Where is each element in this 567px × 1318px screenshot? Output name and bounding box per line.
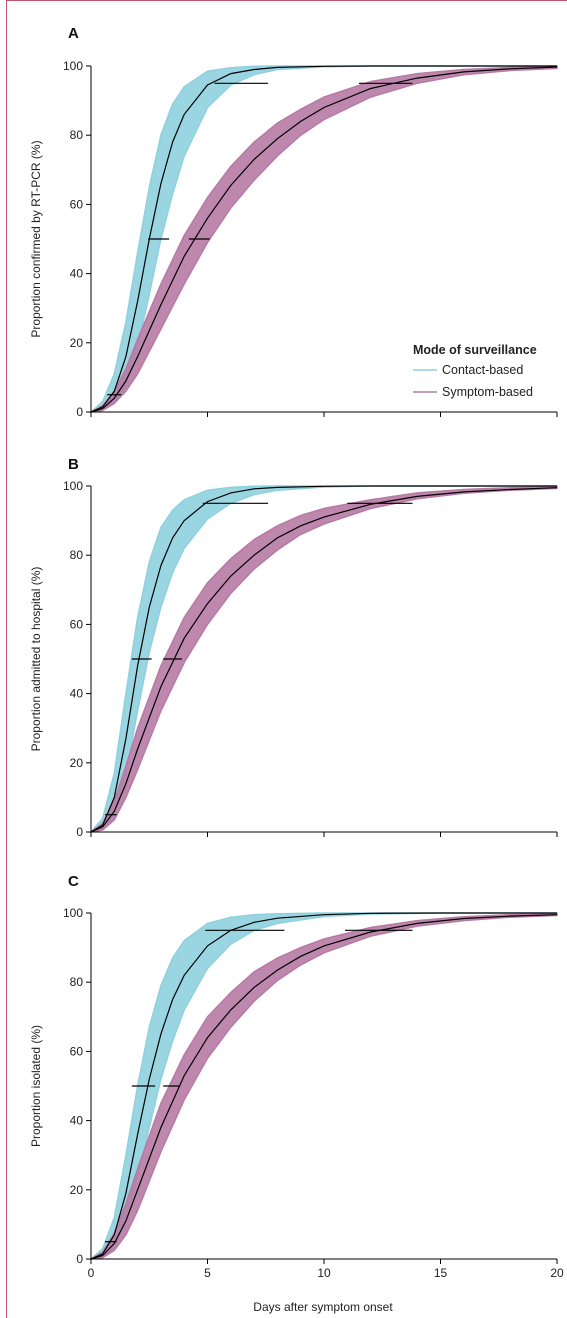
median-line-contact [90, 65, 557, 413]
y-tick-label: 60 [70, 197, 84, 211]
band-symptom [90, 485, 558, 833]
y-axis-label: Proportion confirmed by RT-PCR (%) [29, 140, 43, 337]
band-symptom [90, 912, 558, 1260]
y-tick-label: 60 [70, 617, 84, 631]
median-line-symptom [90, 914, 558, 1260]
median-line-symptom [90, 487, 558, 833]
figure-frame-left [6, 0, 7, 1318]
band-contact [88, 65, 557, 414]
panel-b: B Proportion admitted to hospital (%) 0 20 4… [29, 456, 558, 839]
y-tick-label: 20 [70, 756, 84, 770]
y-tick-label: 100 [63, 59, 83, 73]
median-line-symptom [90, 66, 558, 413]
panel-c: C Proportion isolated (%) 0 20 40 60 80 100 0 5 10… [29, 873, 564, 1280]
x-tick-label: 20 [550, 1266, 564, 1280]
median-line-contact [90, 485, 557, 833]
y-tick-label: 60 [70, 1044, 84, 1058]
y-tick-label: 20 [70, 1183, 84, 1197]
chart-panels: A Proportion confirmed by RT-PCR (%) 0 20 40… [29, 25, 564, 1280]
x-tick-label: 5 [204, 1266, 211, 1280]
y-tick-label: 40 [70, 1114, 84, 1128]
panel-a: A Proportion confirmed by RT-PCR (%) 0 20 40… [29, 25, 558, 419]
legend-label-contact: Contact-based [442, 363, 523, 377]
panel-label: C [68, 873, 79, 890]
median-line-contact [90, 912, 557, 1260]
y-tick-label: 40 [70, 687, 84, 701]
y-tick-label: 0 [76, 405, 83, 419]
legend-label-symptom: Symptom-based [442, 385, 533, 399]
y-tick-label: 100 [63, 479, 83, 493]
band-contact [88, 485, 557, 834]
x-axis-label: Days after symptom onset [253, 1300, 393, 1314]
panel-label: A [68, 25, 79, 42]
y-tick-label: 0 [76, 1252, 83, 1266]
y-axis-label: Proportion admitted to hospital (%) [29, 567, 43, 752]
legend-title: Mode of surveillance [413, 343, 537, 357]
y-tick-label: 100 [63, 906, 83, 920]
y-tick-label: 20 [70, 336, 84, 350]
panel-label: B [68, 456, 79, 473]
figure-frame-top [6, 0, 567, 1]
x-tick-label: 0 [88, 1266, 95, 1280]
y-axis-label: Proportion isolated (%) [29, 1025, 43, 1147]
y-tick-label: 80 [70, 975, 84, 989]
x-tick-label: 15 [434, 1266, 448, 1280]
x-tick-label: 10 [317, 1266, 331, 1280]
y-tick-label: 40 [70, 267, 84, 281]
y-tick-label: 0 [76, 825, 83, 839]
y-tick-label: 80 [70, 128, 84, 142]
legend: Mode of surveillance Contact-based Sympt… [413, 343, 537, 399]
band-contact [88, 912, 557, 1261]
y-tick-label: 80 [70, 548, 84, 562]
